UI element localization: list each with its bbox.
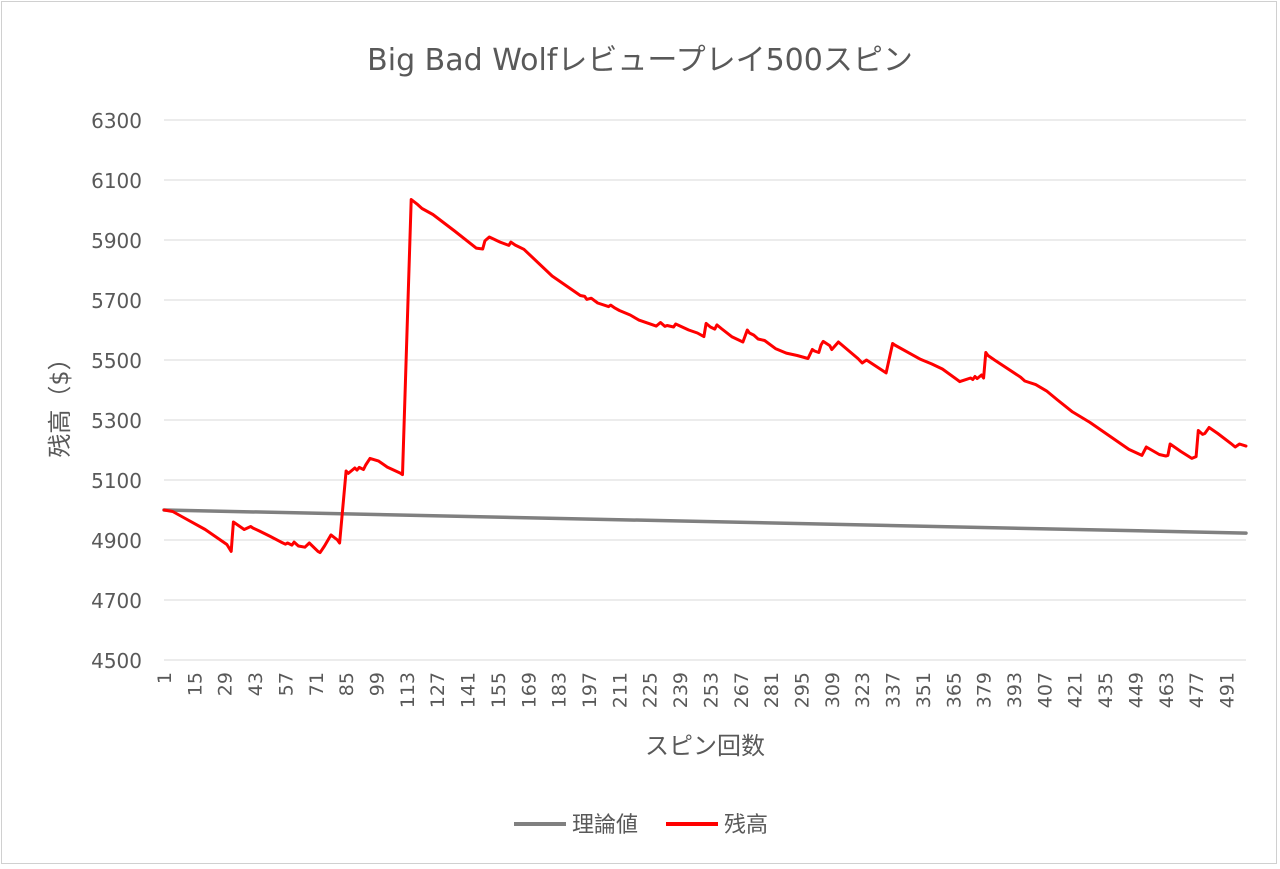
x-axis-ticks: 1 15 29 43 57 71 85 99 113 127 141 155 169 183 197 211 2… (154, 672, 1238, 708)
x-tick-label: 113 (397, 672, 419, 708)
x-tick-label: 155 (488, 672, 510, 708)
y-tick-label: 5700 (91, 289, 142, 313)
series-line-balance (162, 198, 1248, 555)
legend: 理論値 残高 (514, 813, 768, 838)
series-line-theoretical (162, 508, 1248, 535)
x-tick-label: 407 (1034, 672, 1056, 708)
x-tick-label: 379 (974, 672, 996, 708)
y-tick-label: 4700 (91, 589, 142, 613)
x-tick-label: 435 (1095, 672, 1117, 708)
x-tick-label: 253 (700, 672, 722, 708)
x-tick-label: 225 (640, 672, 662, 708)
x-tick-label: 169 (518, 672, 540, 708)
x-tick-label: 57 (275, 672, 297, 696)
y-tick-label: 5300 (91, 409, 142, 433)
y-axis-ticks: 4500 4700 4900 5100 5300 5500 5700 5900 6100 6300 (91, 109, 142, 673)
x-tick-label: 71 (306, 672, 328, 696)
x-tick-label: 449 (1125, 672, 1147, 708)
y-tick-label: 5900 (91, 229, 142, 253)
series-lines (162, 198, 1248, 555)
y-tick-label: 6300 (91, 109, 142, 133)
gridlines (164, 119, 1246, 661)
x-tick-label: 491 (1216, 672, 1238, 708)
x-tick-label: 127 (427, 672, 449, 708)
legend-entry: 理論値 (572, 813, 638, 838)
y-tick-label: 4500 (91, 649, 142, 673)
x-tick-label: 141 (458, 672, 480, 708)
x-tick-label: 281 (761, 672, 783, 708)
x-tick-label: 351 (913, 672, 935, 708)
x-tick-label: 1 (154, 672, 176, 684)
x-tick-label: 365 (943, 672, 965, 708)
y-tick-label: 5100 (91, 469, 142, 493)
chart-title: Big Bad Wolfレビュープレイ500スピン (367, 43, 913, 78)
x-tick-label: 197 (579, 672, 601, 708)
x-tick-label: 183 (549, 672, 571, 708)
x-tick-label: 463 (1156, 672, 1178, 708)
x-tick-label: 211 (609, 672, 631, 708)
y-tick-label: 6100 (91, 169, 142, 193)
x-tick-label: 323 (852, 672, 874, 708)
x-tick-label: 99 (366, 672, 388, 696)
x-axis-label: スピン回数 (645, 732, 765, 760)
x-tick-label: 295 (791, 672, 813, 708)
x-tick-label: 421 (1065, 672, 1087, 708)
y-tick-label: 4900 (91, 529, 142, 553)
y-tick-label: 5500 (91, 349, 142, 373)
x-tick-label: 309 (822, 672, 844, 708)
x-tick-label: 477 (1186, 672, 1208, 708)
x-tick-label: 267 (731, 672, 753, 708)
x-tick-label: 393 (1004, 672, 1026, 708)
x-tick-label: 337 (883, 672, 905, 708)
x-tick-label: 29 (215, 672, 237, 696)
x-tick-label: 15 (184, 672, 206, 696)
legend-entry: 残高 (724, 813, 768, 838)
x-tick-label: 85 (336, 672, 358, 696)
y-axis-label: 残高（$） (46, 346, 74, 457)
x-tick-label: 239 (670, 672, 692, 708)
x-tick-label: 43 (245, 672, 267, 696)
